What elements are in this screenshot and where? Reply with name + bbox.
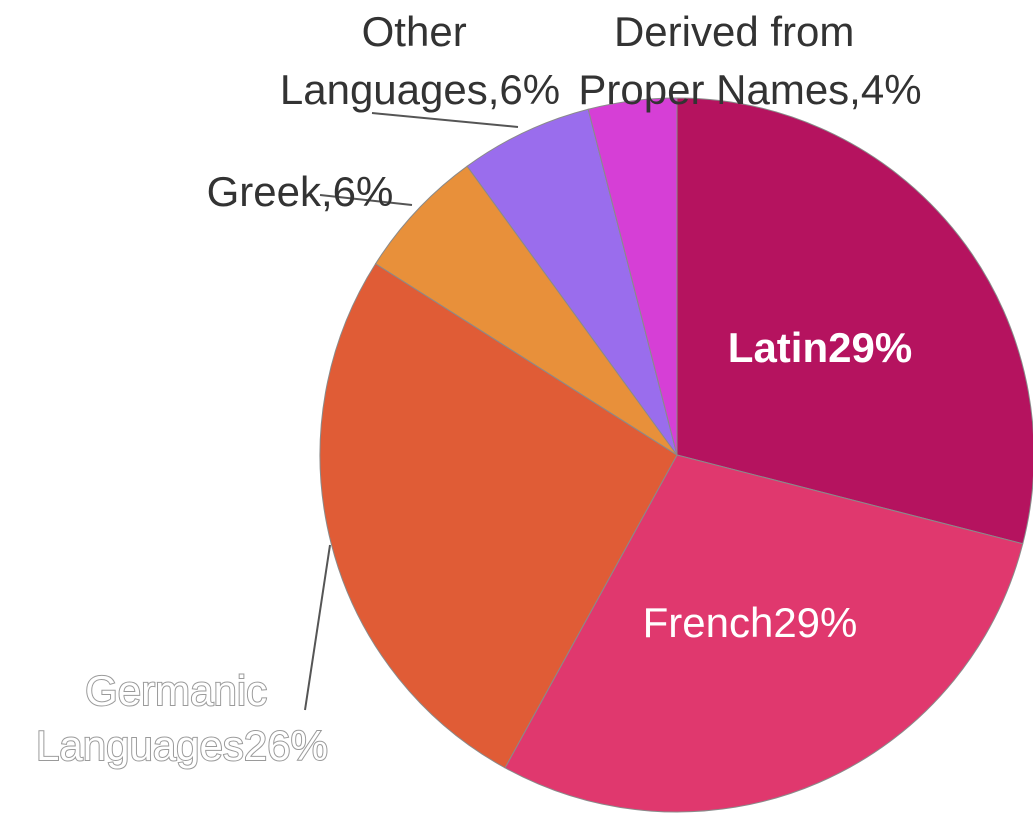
pie-slice-latin xyxy=(676,97,1033,545)
label-germanic-line1: Germanic xyxy=(85,667,267,714)
leader-line-germanic xyxy=(304,544,331,711)
leader-lines xyxy=(304,112,519,711)
leader-line-other xyxy=(371,112,519,128)
label-proper-names: Derived from Proper Names,4% xyxy=(578,8,921,113)
pie-slice-other-languages xyxy=(466,108,678,456)
pie-slice-greek xyxy=(374,165,678,456)
label-french: French29% xyxy=(643,599,858,646)
pie-slice-french xyxy=(504,454,1024,813)
label-germanic: Germanic Languages26% xyxy=(36,667,328,769)
label-other: Other Languages,6% xyxy=(280,8,560,113)
label-other-line1: Other xyxy=(362,8,467,55)
label-proper-names-line2: Proper Names,4% xyxy=(578,66,921,113)
leader-line-greek xyxy=(319,194,413,206)
label-latin: Latin29% xyxy=(728,324,912,371)
label-proper-names-line1: Derived from xyxy=(614,8,854,55)
label-greek: Greek,6% xyxy=(207,168,394,215)
pie-slices xyxy=(319,97,1033,813)
pie-slice-germanic-languages xyxy=(319,263,678,769)
pie-slice-derived-from-proper-names xyxy=(587,97,678,456)
label-germanic-line2: Languages26% xyxy=(36,722,328,769)
label-other-line2: Languages,6% xyxy=(280,66,560,113)
